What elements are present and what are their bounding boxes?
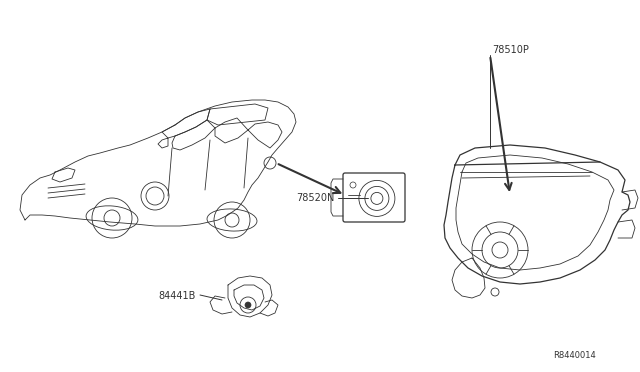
- Text: 78510P: 78510P: [492, 45, 529, 55]
- Circle shape: [350, 182, 356, 188]
- Text: R8440014: R8440014: [554, 350, 596, 359]
- FancyBboxPatch shape: [343, 173, 405, 222]
- Text: 84441B: 84441B: [159, 291, 196, 301]
- Text: 78520N: 78520N: [296, 193, 335, 203]
- Circle shape: [245, 302, 251, 308]
